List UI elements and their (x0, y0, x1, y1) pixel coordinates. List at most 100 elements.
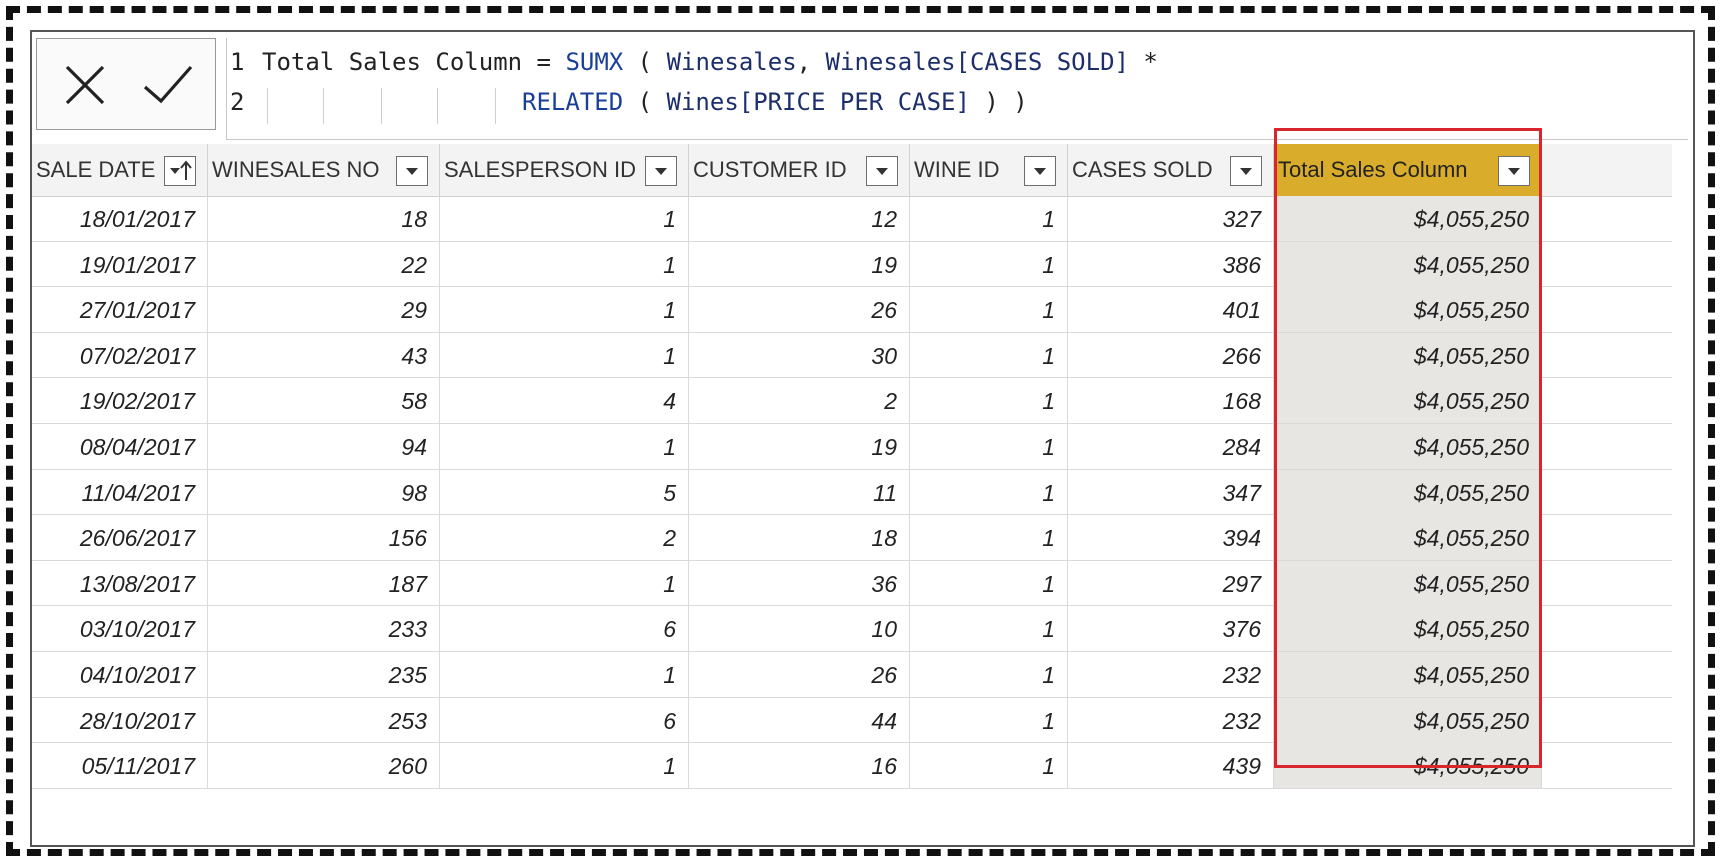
cell-wine-id[interactable]: 1 (910, 424, 1068, 469)
column-header-customer-id[interactable]: CUSTOMER ID (689, 144, 910, 196)
cell-customer-id[interactable]: 19 (689, 424, 910, 469)
cell-total-sales-column[interactable]: $4,055,250 (1274, 743, 1542, 789)
cell-sale-date[interactable]: 19/01/2017 (32, 241, 208, 287)
cell-total-sales-column[interactable]: $4,055,250 (1274, 515, 1542, 561)
cell-sale-date[interactable]: 07/02/2017 (32, 332, 208, 378)
cell-winesales-no[interactable]: 18 (208, 196, 440, 241)
sort-ascending-icon[interactable] (164, 156, 196, 186)
cell-winesales-no[interactable]: 43 (208, 332, 440, 378)
cell-winesales-no[interactable]: 260 (208, 743, 440, 789)
cell-wine-id[interactable]: 1 (910, 515, 1068, 561)
cell-total-sales-column[interactable]: $4,055,250 (1274, 241, 1542, 287)
cell-sale-date[interactable]: 26/06/2017 (32, 515, 208, 561)
cell-wine-id[interactable]: 1 (910, 743, 1068, 789)
cell-salesperson-id[interactable]: 6 (440, 697, 689, 743)
cell-salesperson-id[interactable]: 1 (440, 196, 689, 241)
cell-total-sales-column[interactable]: $4,055,250 (1274, 652, 1542, 697)
cell-winesales-no[interactable]: 22 (208, 241, 440, 287)
cell-cases-sold[interactable]: 168 (1068, 378, 1274, 424)
cell-winesales-no[interactable]: 187 (208, 560, 440, 606)
cancel-icon[interactable] (57, 57, 113, 113)
cell-customer-id[interactable]: 2 (689, 378, 910, 424)
cell-winesales-no[interactable]: 94 (208, 424, 440, 469)
cell-customer-id[interactable]: 12 (689, 196, 910, 241)
cell-total-sales-column[interactable]: $4,055,250 (1274, 697, 1542, 743)
dax-formula-editor[interactable]: 1 Total Sales Column = SUMX ( Winesales, … (226, 38, 1688, 140)
cell-wine-id[interactable]: 1 (910, 697, 1068, 743)
cell-sale-date[interactable]: 05/11/2017 (32, 743, 208, 789)
cell-total-sales-column[interactable]: $4,055,250 (1274, 378, 1542, 424)
cell-salesperson-id[interactable]: 6 (440, 606, 689, 652)
cell-salesperson-id[interactable]: 2 (440, 515, 689, 561)
filter-dropdown-icon[interactable] (1498, 156, 1530, 186)
cell-customer-id[interactable]: 26 (689, 652, 910, 697)
cell-sale-date[interactable]: 18/01/2017 (32, 196, 208, 241)
cell-cases-sold[interactable]: 376 (1068, 606, 1274, 652)
cell-sale-date[interactable]: 28/10/2017 (32, 697, 208, 743)
cell-winesales-no[interactable]: 156 (208, 515, 440, 561)
cell-salesperson-id[interactable]: 1 (440, 332, 689, 378)
cell-winesales-no[interactable]: 253 (208, 697, 440, 743)
cell-winesales-no[interactable]: 98 (208, 469, 440, 515)
cell-customer-id[interactable]: 30 (689, 332, 910, 378)
filter-dropdown-icon[interactable] (645, 156, 677, 186)
cell-cases-sold[interactable]: 386 (1068, 241, 1274, 287)
cell-wine-id[interactable]: 1 (910, 652, 1068, 697)
column-header-cases-sold[interactable]: CASES SOLD (1068, 144, 1274, 196)
cell-sale-date[interactable]: 27/01/2017 (32, 287, 208, 333)
filter-dropdown-icon[interactable] (866, 156, 898, 186)
cell-winesales-no[interactable]: 233 (208, 606, 440, 652)
cell-customer-id[interactable]: 11 (689, 469, 910, 515)
cell-total-sales-column[interactable]: $4,055,250 (1274, 560, 1542, 606)
commit-check-icon[interactable] (137, 57, 197, 113)
cell-salesperson-id[interactable]: 1 (440, 743, 689, 789)
cell-wine-id[interactable]: 1 (910, 469, 1068, 515)
cell-wine-id[interactable]: 1 (910, 241, 1068, 287)
cell-salesperson-id[interactable]: 5 (440, 469, 689, 515)
cell-sale-date[interactable]: 19/02/2017 (32, 378, 208, 424)
column-header-salesperson-id[interactable]: SALESPERSON ID (440, 144, 689, 196)
cell-cases-sold[interactable]: 439 (1068, 743, 1274, 789)
cell-total-sales-column[interactable]: $4,055,250 (1274, 196, 1542, 241)
column-header-total-sales-column[interactable]: Total Sales Column (1274, 144, 1542, 196)
cell-customer-id[interactable]: 16 (689, 743, 910, 789)
cell-cases-sold[interactable]: 284 (1068, 424, 1274, 469)
cell-winesales-no[interactable]: 235 (208, 652, 440, 697)
cell-total-sales-column[interactable]: $4,055,250 (1274, 469, 1542, 515)
cell-cases-sold[interactable]: 327 (1068, 196, 1274, 241)
filter-dropdown-icon[interactable] (396, 156, 428, 186)
cell-sale-date[interactable]: 04/10/2017 (32, 652, 208, 697)
cell-wine-id[interactable]: 1 (910, 287, 1068, 333)
cell-salesperson-id[interactable]: 1 (440, 241, 689, 287)
cell-customer-id[interactable]: 19 (689, 241, 910, 287)
cell-sale-date[interactable]: 03/10/2017 (32, 606, 208, 652)
filter-dropdown-icon[interactable] (1024, 156, 1056, 186)
cell-cases-sold[interactable]: 394 (1068, 515, 1274, 561)
cell-customer-id[interactable]: 18 (689, 515, 910, 561)
column-header-sale-date[interactable]: SALE DATE (32, 144, 208, 196)
cell-sale-date[interactable]: 08/04/2017 (32, 424, 208, 469)
filter-dropdown-icon[interactable] (1230, 156, 1262, 186)
cell-cases-sold[interactable]: 232 (1068, 697, 1274, 743)
cell-wine-id[interactable]: 1 (910, 332, 1068, 378)
cell-wine-id[interactable]: 1 (910, 560, 1068, 606)
cell-customer-id[interactable]: 10 (689, 606, 910, 652)
cell-salesperson-id[interactable]: 1 (440, 652, 689, 697)
cell-cases-sold[interactable]: 297 (1068, 560, 1274, 606)
cell-cases-sold[interactable]: 232 (1068, 652, 1274, 697)
cell-total-sales-column[interactable]: $4,055,250 (1274, 332, 1542, 378)
cell-salesperson-id[interactable]: 1 (440, 424, 689, 469)
cell-salesperson-id[interactable]: 1 (440, 287, 689, 333)
cell-wine-id[interactable]: 1 (910, 196, 1068, 241)
cell-winesales-no[interactable]: 58 (208, 378, 440, 424)
cell-cases-sold[interactable]: 347 (1068, 469, 1274, 515)
column-header-wine-id[interactable]: WINE ID (910, 144, 1068, 196)
cell-salesperson-id[interactable]: 4 (440, 378, 689, 424)
cell-wine-id[interactable]: 1 (910, 378, 1068, 424)
cell-salesperson-id[interactable]: 1 (440, 560, 689, 606)
cell-sale-date[interactable]: 11/04/2017 (32, 469, 208, 515)
cell-customer-id[interactable]: 44 (689, 697, 910, 743)
cell-cases-sold[interactable]: 401 (1068, 287, 1274, 333)
cell-total-sales-column[interactable]: $4,055,250 (1274, 606, 1542, 652)
cell-winesales-no[interactable]: 29 (208, 287, 440, 333)
